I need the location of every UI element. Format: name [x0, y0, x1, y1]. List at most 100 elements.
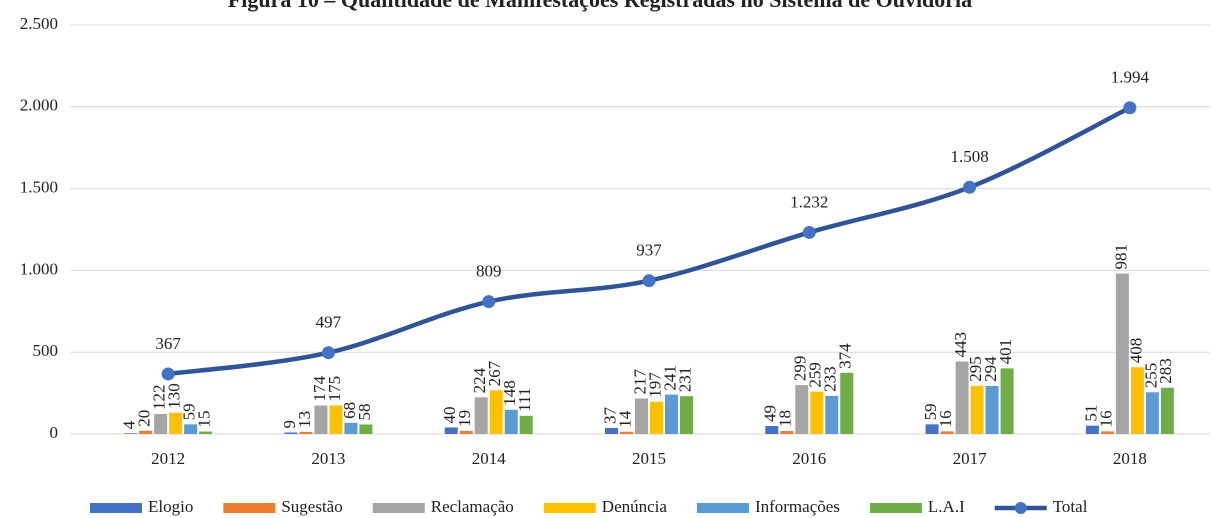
data-label: 4	[120, 420, 139, 429]
bar	[840, 372, 854, 434]
data-label: 497	[316, 313, 342, 332]
bar	[359, 424, 373, 434]
data-label: 259	[806, 362, 825, 388]
bar	[1160, 387, 1174, 434]
data-label: 299	[791, 356, 810, 382]
bar	[1145, 392, 1159, 434]
x-tick-label: 2014	[472, 449, 507, 468]
legend-label: Total	[1053, 497, 1088, 516]
data-label: 68	[340, 402, 359, 419]
data-label: 175	[325, 376, 344, 402]
data-label: 1.994	[1111, 68, 1150, 87]
bar	[184, 424, 198, 434]
data-label: 19	[455, 410, 474, 427]
y-tick-label: 0	[50, 423, 59, 442]
x-tick-label: 2012	[151, 449, 185, 468]
data-label: 111	[515, 388, 534, 412]
data-label: 148	[500, 380, 519, 406]
legend-swatch	[696, 503, 749, 513]
bar	[955, 361, 969, 434]
data-label: 937	[636, 241, 662, 260]
data-label: 174	[310, 376, 329, 402]
bar	[519, 415, 533, 434]
data-label: 15	[195, 411, 214, 428]
bar	[314, 405, 328, 434]
x-tick-label: 2015	[632, 449, 666, 468]
bar	[985, 385, 999, 434]
data-label: 255	[1141, 363, 1160, 389]
data-label: 130	[165, 383, 184, 409]
legend-label: Sugestão	[281, 497, 342, 516]
x-tick-label: 2013	[311, 449, 345, 468]
x-tick-label: 2018	[1113, 449, 1147, 468]
x-tick-label: 2017	[953, 449, 988, 468]
bar	[299, 431, 313, 434]
bar	[504, 409, 518, 434]
data-label: 59	[180, 403, 199, 420]
data-label: 1.508	[950, 147, 988, 166]
data-label: 283	[1156, 358, 1175, 384]
bar	[925, 424, 939, 434]
data-label: 408	[1126, 338, 1145, 364]
bar	[780, 431, 794, 434]
data-label: 37	[600, 406, 619, 424]
bar	[329, 405, 343, 434]
data-label: 9	[280, 420, 299, 429]
y-tick-label: 500	[33, 341, 59, 360]
legend-label: Denúncia	[602, 497, 668, 516]
legend-swatch	[869, 503, 922, 513]
bar	[620, 431, 633, 434]
data-label: 443	[951, 332, 970, 358]
data-label: 295	[966, 356, 985, 382]
data-label: 217	[630, 368, 649, 394]
data-label: 59	[921, 403, 940, 420]
legend-swatch	[372, 503, 425, 513]
bar	[680, 396, 693, 434]
data-label: 58	[355, 404, 374, 421]
data-label: 20	[135, 410, 154, 427]
x-tick-label: 2016	[792, 449, 826, 468]
data-label: 16	[936, 410, 955, 427]
legend-swatch	[1014, 502, 1027, 514]
data-label: 51	[1081, 405, 1100, 422]
line-marker	[802, 225, 816, 239]
data-label: 267	[485, 360, 504, 386]
data-label: 1.232	[790, 192, 828, 211]
data-label: 13	[295, 411, 314, 428]
line-marker	[321, 346, 335, 360]
bar	[810, 391, 824, 434]
data-label: 233	[821, 366, 840, 392]
bar	[605, 427, 618, 434]
data-label: 231	[675, 367, 694, 393]
data-label: 14	[615, 410, 634, 428]
legend-swatch	[223, 503, 276, 513]
line-marker	[482, 295, 496, 309]
data-label: 16	[1096, 410, 1115, 427]
bar	[1085, 425, 1099, 434]
data-label: 122	[150, 385, 169, 411]
data-label: 809	[476, 262, 502, 281]
legend-label: Elogio	[148, 497, 193, 516]
data-label: 294	[981, 356, 1000, 382]
y-tick-label: 2.000	[20, 96, 58, 115]
data-label: 401	[996, 339, 1015, 365]
bar	[635, 398, 648, 434]
bar	[199, 431, 213, 434]
legend-swatch	[90, 503, 142, 513]
bar	[650, 401, 663, 434]
data-label: 224	[470, 367, 489, 393]
data-label: 40	[440, 406, 459, 423]
line-marker	[1123, 101, 1137, 115]
bar	[284, 432, 298, 434]
bar	[169, 412, 183, 434]
bar	[444, 427, 458, 434]
line-marker	[963, 180, 977, 194]
data-label: 241	[660, 365, 679, 391]
legend-label: L.A.I	[928, 497, 965, 516]
bar	[825, 395, 839, 434]
bar	[139, 430, 153, 434]
bar	[1115, 273, 1129, 434]
bar	[970, 385, 984, 434]
y-tick-label: 1.000	[20, 259, 58, 278]
